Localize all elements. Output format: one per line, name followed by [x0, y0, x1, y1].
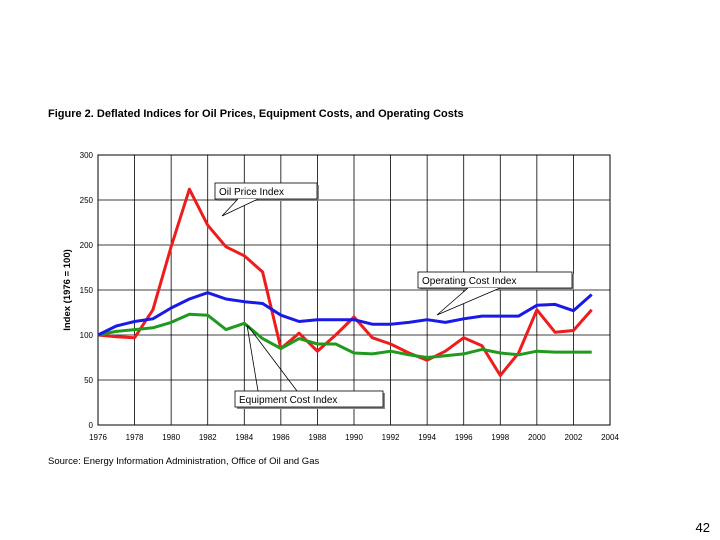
- operating-cost-index-callout: Operating Cost Index: [417, 271, 574, 290]
- figure-title: Figure 2. Deflated Indices for Oil Price…: [48, 108, 464, 120]
- oil-price-index-callout: Oil Price Index: [214, 182, 319, 201]
- page-number: 42: [695, 520, 710, 535]
- chart-callouts: Oil Price Index Operating Cost Index Equip…: [214, 182, 574, 409]
- x-tick-label-1990: 1990: [345, 433, 363, 442]
- y-tick-label-300: 300: [80, 151, 94, 160]
- oil-price-index-callout-label: Oil Price Index: [219, 187, 284, 198]
- oil-price-index-line: [97, 187, 593, 377]
- equipment-cost-index-callout: Equipment Cost Index: [234, 390, 385, 409]
- y-tick-label-100: 100: [80, 331, 94, 340]
- x-tick-label-1976: 1976: [89, 433, 107, 442]
- x-tick-label-1998: 1998: [491, 433, 509, 442]
- x-tick-label-2002: 2002: [565, 433, 583, 442]
- x-tick-label-1988: 1988: [309, 433, 327, 442]
- y-axis-label: Index (1976 = 100): [62, 249, 73, 331]
- source-note: Source: Energy Information Administratio…: [48, 456, 320, 467]
- operating-cost-index-callout-label: Operating Cost Index: [422, 276, 517, 287]
- x-tick-label-1994: 1994: [418, 433, 436, 442]
- x-tick-label-1986: 1986: [272, 433, 290, 442]
- oil-price-index-callout-box: [214, 182, 318, 200]
- x-tick-label-2000: 2000: [528, 433, 546, 442]
- oil-price-leader: [221, 198, 259, 217]
- equipment-cost-index-line: [97, 312, 592, 359]
- x-tick-label-1978: 1978: [126, 433, 144, 442]
- operating-cost-leader: [436, 287, 501, 316]
- y-tick-label-150: 150: [80, 286, 94, 295]
- equipment-cost-leader-2: [247, 325, 298, 392]
- equipment-cost-leader-1: [246, 324, 259, 392]
- x-tick-label-1984: 1984: [235, 433, 253, 442]
- x-tick-label-1982: 1982: [199, 433, 217, 442]
- equipment-cost-index-callout-label: Equipment Cost Index: [239, 395, 337, 406]
- y-tick-label-200: 200: [80, 241, 94, 250]
- chart-axes: 1976 1978 1980 1982 1984 1986 1988 1990 1992 1994…: [80, 151, 620, 442]
- y-tick-label-0: 0: [89, 421, 94, 430]
- x-tick-label-1996: 1996: [455, 433, 473, 442]
- x-tick-label-2004: 2004: [601, 433, 619, 442]
- y-tick-label-50: 50: [84, 376, 93, 385]
- y-tick-label-250: 250: [80, 196, 94, 205]
- operating-cost-index-line: [97, 291, 593, 337]
- equipment-cost-index-callout-box: [234, 390, 384, 408]
- x-tick-label-1992: 1992: [382, 433, 400, 442]
- x-tick-label-1980: 1980: [162, 433, 180, 442]
- chart-series: [97, 187, 593, 377]
